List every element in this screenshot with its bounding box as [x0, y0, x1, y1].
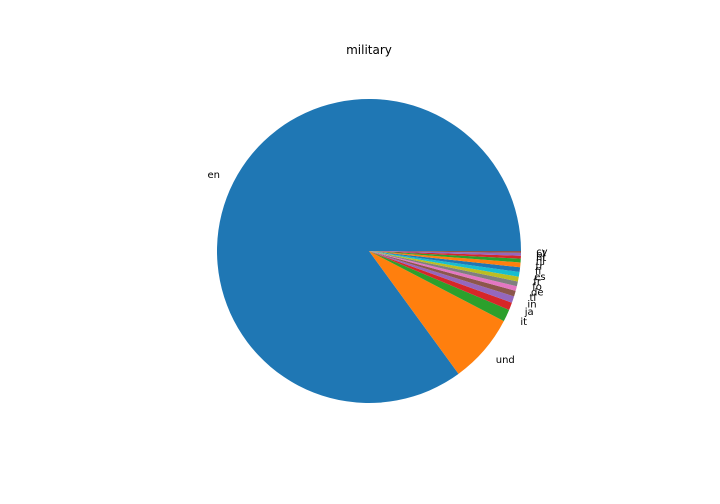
- pie-label-ja: ja: [524, 307, 534, 318]
- pie-label-it: it: [520, 317, 527, 328]
- pie-slice-cy: [369, 251, 521, 253]
- pie-slice-tl: [369, 251, 516, 297]
- pie-label-ht: ht: [536, 253, 546, 264]
- pie-label-pl: pl: [536, 250, 545, 261]
- pie-label-und: und: [496, 355, 515, 366]
- pie-slice-tr: [369, 251, 521, 268]
- pie-label-es: es: [534, 272, 545, 283]
- pie-slice-de: [369, 251, 517, 291]
- pie-slice-it: [369, 251, 510, 322]
- pie-label-tl: tl: [529, 293, 536, 304]
- pie-label-de: de: [531, 287, 544, 298]
- pie-slice-es: [369, 251, 520, 277]
- pie-slice-fo: [369, 251, 518, 287]
- pie-label-cy: cy: [536, 247, 547, 258]
- pie-label-fo: fo: [532, 282, 542, 293]
- pie-slice-fr: [369, 251, 519, 282]
- pie-slices: [217, 98, 521, 404]
- pie-slice-ja: [369, 251, 512, 310]
- pie-slice-und: [369, 251, 504, 374]
- pie-label-tr: tr: [535, 261, 544, 272]
- chart-title: military: [346, 43, 392, 57]
- pie-slice-pl: [369, 251, 521, 256]
- pie-label-en: en: [207, 170, 220, 181]
- pie-slice-fi: [369, 251, 521, 273]
- pie-slice-in: [369, 251, 515, 303]
- pie-label-fi: fi: [535, 267, 541, 278]
- pie-slice-ht: [369, 251, 521, 259]
- pie-label-in: in: [527, 299, 536, 310]
- pie-label-nl: nl: [536, 257, 545, 268]
- pie-label-fr: fr: [533, 277, 542, 288]
- pie-slice-nl: [369, 251, 521, 263]
